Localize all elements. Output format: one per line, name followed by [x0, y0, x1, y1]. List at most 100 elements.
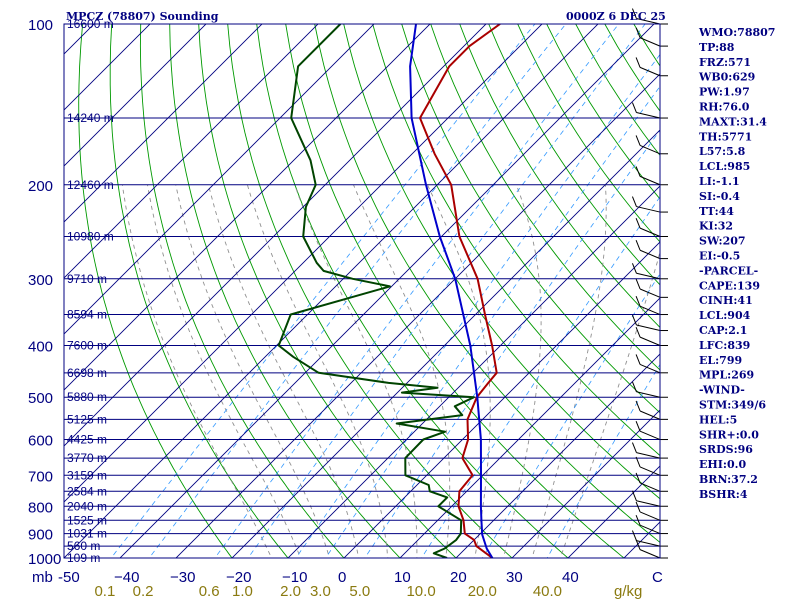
temperature-tick-label: -50	[58, 569, 80, 586]
wind-barb-staff	[639, 227, 661, 237]
index-text: BRN:37.2	[699, 473, 758, 486]
wind-barb-flag	[635, 135, 641, 146]
height-label: 10980 m	[67, 229, 114, 243]
isotherm	[175, 73, 660, 558]
x-end-label: C	[652, 569, 663, 586]
isotherm	[455, 353, 660, 558]
wind-barb-staff	[639, 511, 661, 521]
index-text: HEL:5	[699, 413, 737, 426]
height-label: 8594 m	[67, 308, 107, 322]
index-text: BSHR:4	[699, 488, 748, 501]
wind-barb-staff	[639, 249, 661, 260]
moist-adiabat	[121, 184, 273, 558]
wind-barb-flag	[635, 354, 641, 365]
dry-adiabat	[78, 24, 233, 558]
wind-barb-flag	[635, 57, 641, 68]
mixing-ratio-line	[247, 24, 646, 558]
wind-barb-flag	[635, 515, 641, 526]
isotherm	[64, 24, 543, 503]
pressure-label: 800	[28, 499, 53, 516]
index-text: MAXT:31.4	[699, 115, 767, 128]
mixing-ratio-line	[214, 24, 620, 558]
moist-adiabat	[531, 184, 607, 558]
wind-barb-flag	[635, 295, 641, 307]
wind-barb-staff	[636, 540, 661, 547]
sounding-series	[277, 24, 501, 558]
index-text: EHI:0.0	[699, 458, 746, 471]
index-text: EL:799	[699, 354, 742, 367]
wind-barb-flag	[635, 400, 641, 412]
pressure-label: 300	[28, 272, 53, 289]
wind-barb-flag	[631, 263, 637, 274]
temperature-tick-label: −20	[226, 569, 251, 586]
height-label: 1031 m	[67, 527, 107, 541]
moist-adiabat	[208, 184, 360, 558]
wind-barb-staff	[639, 37, 661, 47]
dry-adiabat	[198, 24, 457, 558]
wind-barb	[635, 515, 668, 535]
mixing-ratio-label: 5.0	[349, 583, 370, 600]
index-text: -WIND-	[699, 384, 745, 397]
wind-barb	[635, 456, 668, 476]
wind-barb	[631, 490, 668, 507]
temperature-tick-label: 40	[562, 569, 579, 586]
wind-barb-staff	[636, 206, 661, 213]
dry-adiabat	[488, 24, 660, 286]
height-label: 16600 m	[67, 17, 114, 31]
isotherm	[64, 24, 207, 167]
mixing-ratio-label: 3.0	[310, 583, 331, 600]
mixing-ratio-line	[325, 85, 660, 558]
mixing-ratio-label: 0.6	[199, 583, 220, 600]
dry-adiabat	[372, 24, 660, 457]
wind-barb-staff	[639, 466, 661, 476]
moist-adiabat	[246, 184, 389, 558]
temperature-line	[419, 24, 501, 558]
temperature-tick-label: −40	[114, 569, 139, 586]
height-label: 5125 m	[67, 412, 107, 426]
pressure-label: 100	[28, 17, 53, 34]
index-text: MPL:269	[699, 369, 754, 382]
wind-barb-flag	[631, 102, 637, 113]
wind-barb	[635, 217, 668, 237]
temperature-tick-label: 0	[338, 569, 346, 586]
mixing-ratio-line	[364, 129, 660, 558]
isotherm	[231, 129, 660, 558]
wind-barb-flag	[631, 442, 637, 453]
isotherm	[343, 241, 660, 558]
wind-barb-staff	[636, 324, 661, 332]
wind-barb	[635, 295, 668, 316]
index-text: CAP:2.1	[699, 324, 747, 337]
height-label: 560 m	[67, 539, 100, 553]
wind-barb-staff	[639, 363, 661, 374]
index-text: SRDS:96	[699, 443, 753, 456]
wind-barb	[635, 57, 668, 77]
plot-frame	[63, 23, 661, 559]
isotherm	[287, 185, 660, 558]
dry-adiabat	[314, 24, 660, 543]
wind-barb-flag	[635, 326, 641, 338]
index-text: PW:1.97	[699, 86, 750, 99]
pressure-label: 900	[28, 527, 53, 544]
wind-barb-flag	[635, 278, 641, 290]
height-label: 2584 m	[67, 484, 107, 498]
wind-barb	[631, 8, 668, 25]
height-label: 5880 m	[67, 390, 107, 404]
wind-barb	[635, 420, 668, 441]
parcel-line	[409, 24, 494, 558]
wind-barb-flag	[635, 217, 641, 229]
wind-barb	[635, 278, 668, 298]
index-text: LFC:839	[699, 339, 750, 352]
mixing-ratio-line	[148, 24, 567, 558]
index-text: STM:349/6	[699, 399, 766, 412]
index-text: SW:207	[699, 235, 746, 248]
wind-barb-staff	[639, 305, 661, 315]
mixing-ratio-label: 0.2	[133, 583, 154, 600]
mixing-ratio-label: 0.1	[94, 583, 115, 600]
chart-title: MPCZ (78807) Sounding	[66, 10, 219, 23]
wind-barb-staff	[636, 391, 661, 398]
height-label: 1525 m	[67, 513, 107, 527]
wind-barb	[635, 326, 668, 347]
wind-barb	[635, 166, 668, 186]
index-text: SHR+:0.0	[699, 428, 759, 441]
pressure-label: 700	[28, 468, 53, 485]
